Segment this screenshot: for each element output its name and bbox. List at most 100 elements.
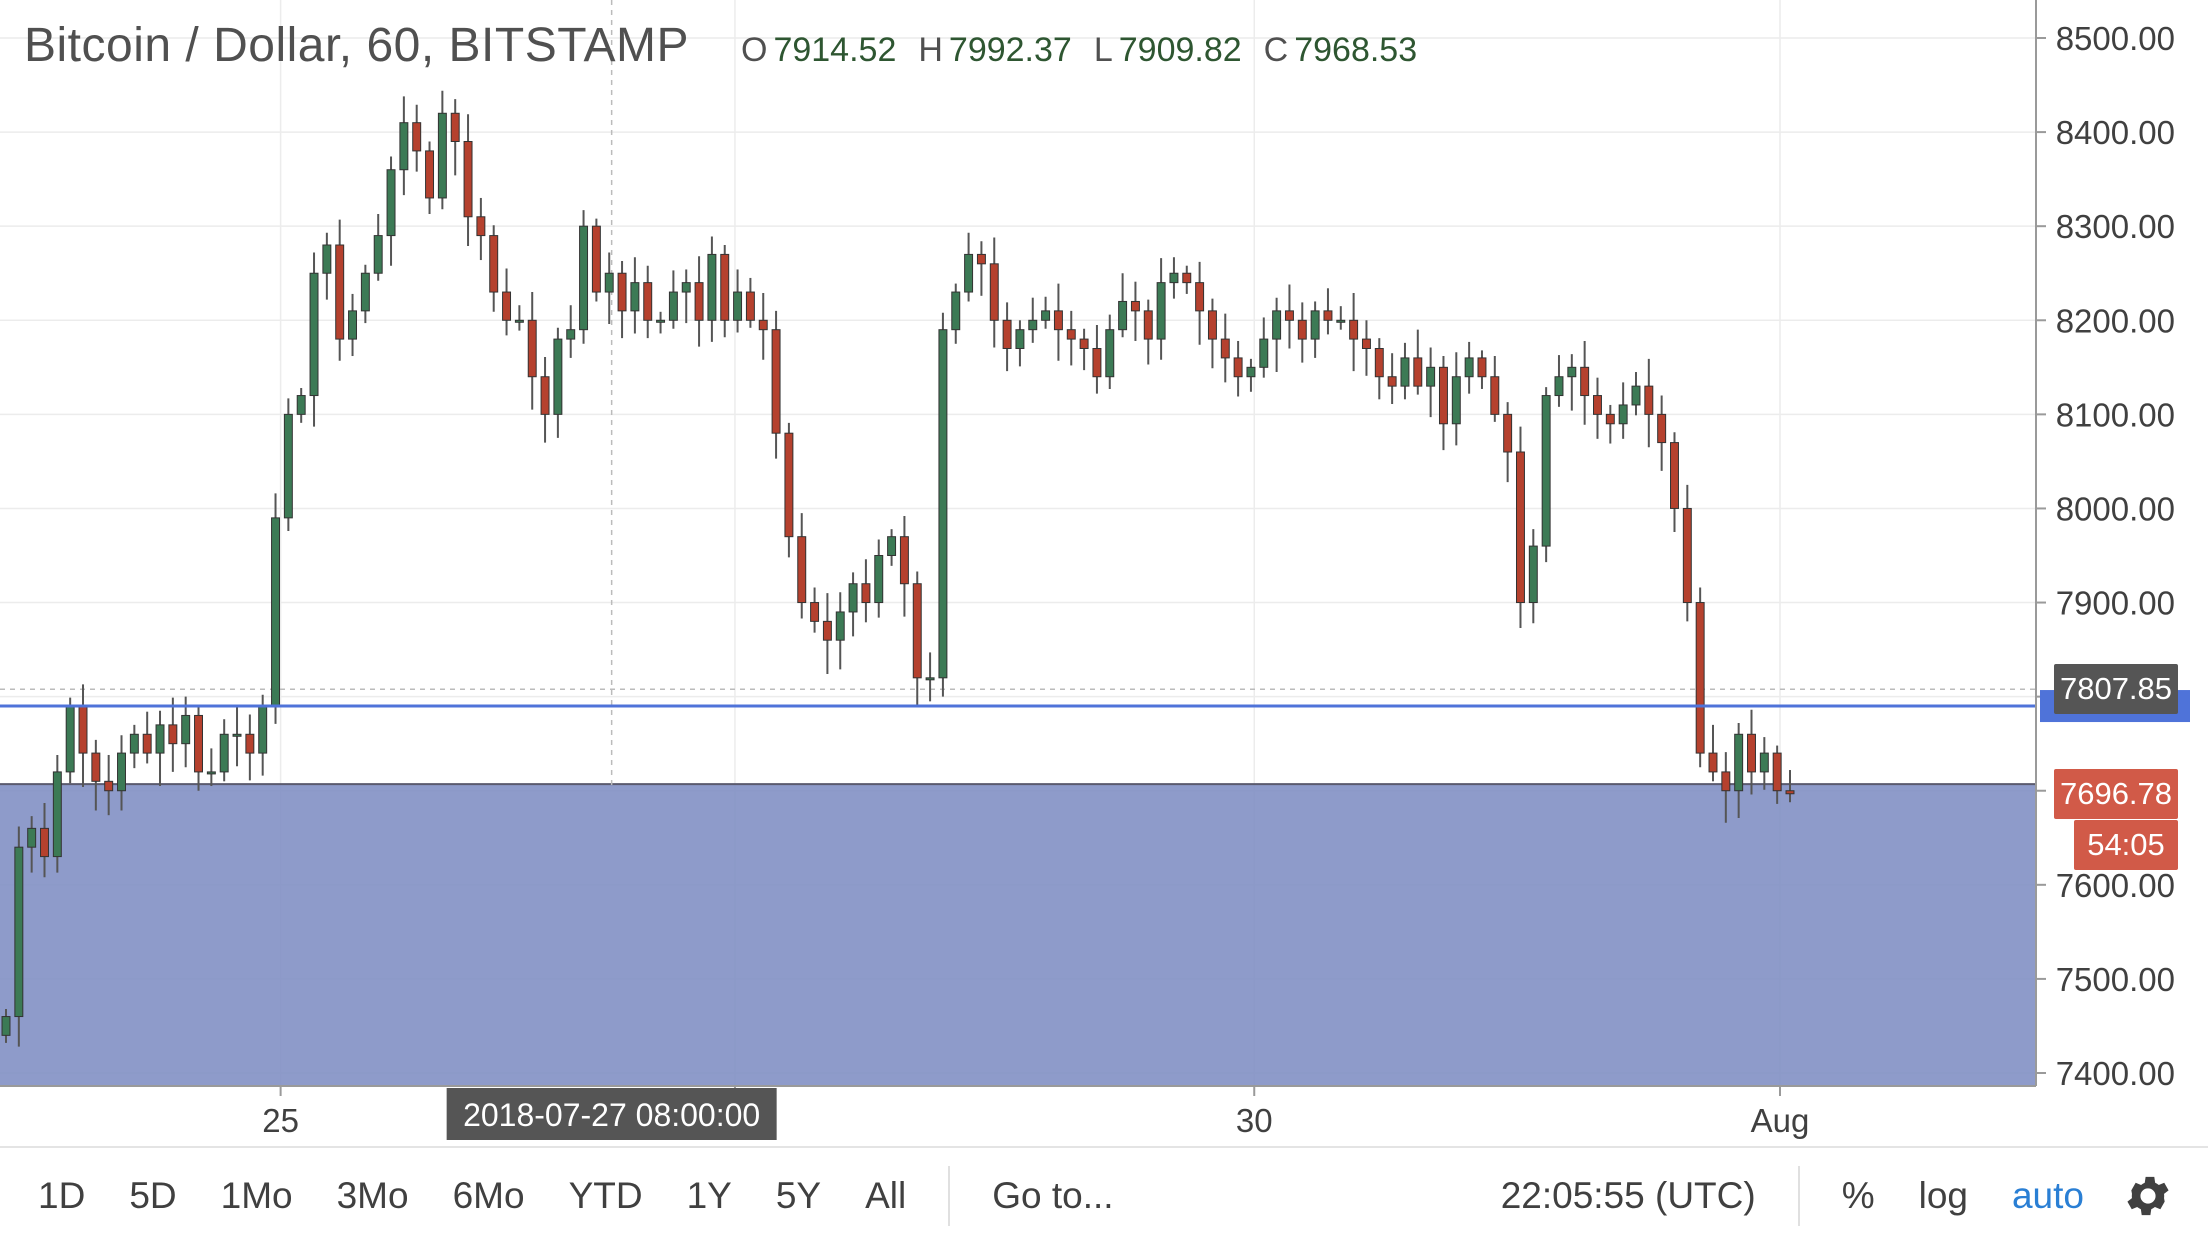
candle-body[interactable] <box>527 319 537 378</box>
candle-body[interactable] <box>617 272 627 312</box>
candle-body[interactable] <box>399 122 409 171</box>
candle-body[interactable] <box>630 282 640 312</box>
candle-body[interactable] <box>720 253 730 321</box>
candle-body[interactable] <box>476 216 486 237</box>
candle-body[interactable] <box>1310 310 1320 340</box>
candle-body[interactable] <box>989 263 999 321</box>
candle-body[interactable] <box>52 771 62 858</box>
range-1d-button[interactable]: 1D <box>38 1175 86 1216</box>
candle-body[interactable] <box>1041 310 1051 321</box>
candle-body[interactable] <box>1631 385 1641 406</box>
candle-body[interactable] <box>1747 733 1756 773</box>
candle-body[interactable] <box>1349 319 1359 340</box>
candle-body[interactable] <box>591 225 601 293</box>
candle-body[interactable] <box>1028 319 1038 331</box>
candle-body[interactable] <box>245 733 255 754</box>
candle-body[interactable] <box>296 395 306 415</box>
candle-body[interactable] <box>1259 338 1269 368</box>
candle-body[interactable] <box>887 536 897 557</box>
candle-body[interactable] <box>1426 366 1436 387</box>
candle-body[interactable] <box>1387 376 1397 387</box>
price-chart[interactable]: 7400.007500.007600.007700.007800.007900.… <box>0 0 2208 1146</box>
candle-body[interactable] <box>1195 282 1205 312</box>
candle-body[interactable] <box>656 319 666 323</box>
candle-body[interactable] <box>1143 310 1153 340</box>
range-5y-button[interactable]: 5Y <box>775 1175 822 1216</box>
candle-body[interactable] <box>822 620 832 641</box>
candle-body[interactable] <box>1554 376 1564 397</box>
candle-body[interactable] <box>694 282 704 321</box>
candle-body[interactable] <box>1374 348 1384 378</box>
candle-body[interactable] <box>40 827 49 858</box>
candle-body[interactable] <box>78 705 88 754</box>
candle-body[interactable] <box>283 413 293 519</box>
candle-body[interactable] <box>502 291 512 321</box>
candle-body[interactable] <box>784 432 794 538</box>
candle-body[interactable] <box>1682 507 1692 604</box>
candle-body[interactable] <box>1130 300 1140 312</box>
candle-body[interactable] <box>1 1016 11 1036</box>
candle-body[interactable] <box>232 733 242 737</box>
range-1y-button[interactable]: 1Y <box>686 1175 732 1216</box>
candle-body[interactable] <box>322 244 332 274</box>
candle-body[interactable] <box>1708 752 1718 773</box>
candle-body[interactable] <box>1657 413 1667 444</box>
candle-body[interactable] <box>1246 366 1256 378</box>
candle-body[interactable] <box>976 253 986 265</box>
candle-body[interactable] <box>1451 376 1461 425</box>
candle-body[interactable] <box>951 291 961 331</box>
go-to-button[interactable]: Go to... <box>992 1175 1114 1216</box>
candle-body[interactable] <box>1734 733 1744 792</box>
candle-body[interactable] <box>1464 357 1474 378</box>
candle-body[interactable] <box>1503 413 1513 453</box>
candle-body[interactable] <box>964 253 974 293</box>
candle-body[interactable] <box>1605 413 1615 425</box>
candle-body[interactable] <box>155 724 165 754</box>
candle-body[interactable] <box>1413 357 1423 387</box>
range-ytd-button[interactable]: YTD <box>568 1175 643 1216</box>
candle-body[interactable] <box>758 319 768 331</box>
utc-clock[interactable]: 22:05:55 (UTC) <box>1500 1175 1756 1216</box>
candle-body[interactable] <box>745 291 755 321</box>
candle-body[interactable] <box>14 846 24 1018</box>
candle-body[interactable] <box>848 583 858 613</box>
candle-body[interactable] <box>1053 310 1063 331</box>
candle-body[interactable] <box>1220 338 1230 359</box>
candle-body[interactable] <box>1092 348 1102 378</box>
candle-body[interactable] <box>91 752 101 782</box>
candle-body[interactable] <box>681 282 691 293</box>
symbol-title[interactable]: Bitcoin / Dollar, 60, BITSTAMP <box>24 19 689 72</box>
candle-body[interactable] <box>437 112 447 199</box>
candle-body[interactable] <box>1721 771 1731 792</box>
candle-body[interactable] <box>335 244 345 340</box>
range-all-button[interactable]: All <box>865 1175 907 1216</box>
candle-body[interactable] <box>1477 357 1487 378</box>
candle-body[interactable] <box>553 338 563 415</box>
candle-body[interactable] <box>797 536 807 604</box>
candle-body[interactable] <box>65 705 75 773</box>
candle-body[interactable] <box>1759 752 1769 773</box>
candle-body[interactable] <box>1515 451 1525 604</box>
candle-body[interactable] <box>1297 319 1307 340</box>
candle-body[interactable] <box>142 733 152 754</box>
candle-body[interactable] <box>1772 752 1782 792</box>
candle-body[interactable] <box>194 714 203 773</box>
candle-body[interactable] <box>463 141 473 218</box>
candle-body[interactable] <box>874 555 884 604</box>
candle-body[interactable] <box>1400 357 1410 387</box>
candle-body[interactable] <box>373 235 383 274</box>
candle-body[interactable] <box>1079 338 1089 350</box>
candle-body[interactable] <box>1670 442 1679 509</box>
candle-body[interactable] <box>206 771 216 775</box>
candle-body[interactable] <box>27 827 37 848</box>
candle-body[interactable] <box>1580 366 1590 397</box>
candle-body[interactable] <box>168 724 178 745</box>
percent-scale-button[interactable]: % <box>1841 1175 1875 1216</box>
range-3mo-button[interactable]: 3Mo <box>336 1175 409 1216</box>
candle-body[interactable] <box>1785 790 1795 795</box>
candle-body[interactable] <box>912 583 922 679</box>
candle-body[interactable] <box>899 536 909 585</box>
candle-body[interactable] <box>309 272 319 397</box>
candle-body[interactable] <box>386 169 396 237</box>
candle-body[interactable] <box>1528 545 1538 604</box>
